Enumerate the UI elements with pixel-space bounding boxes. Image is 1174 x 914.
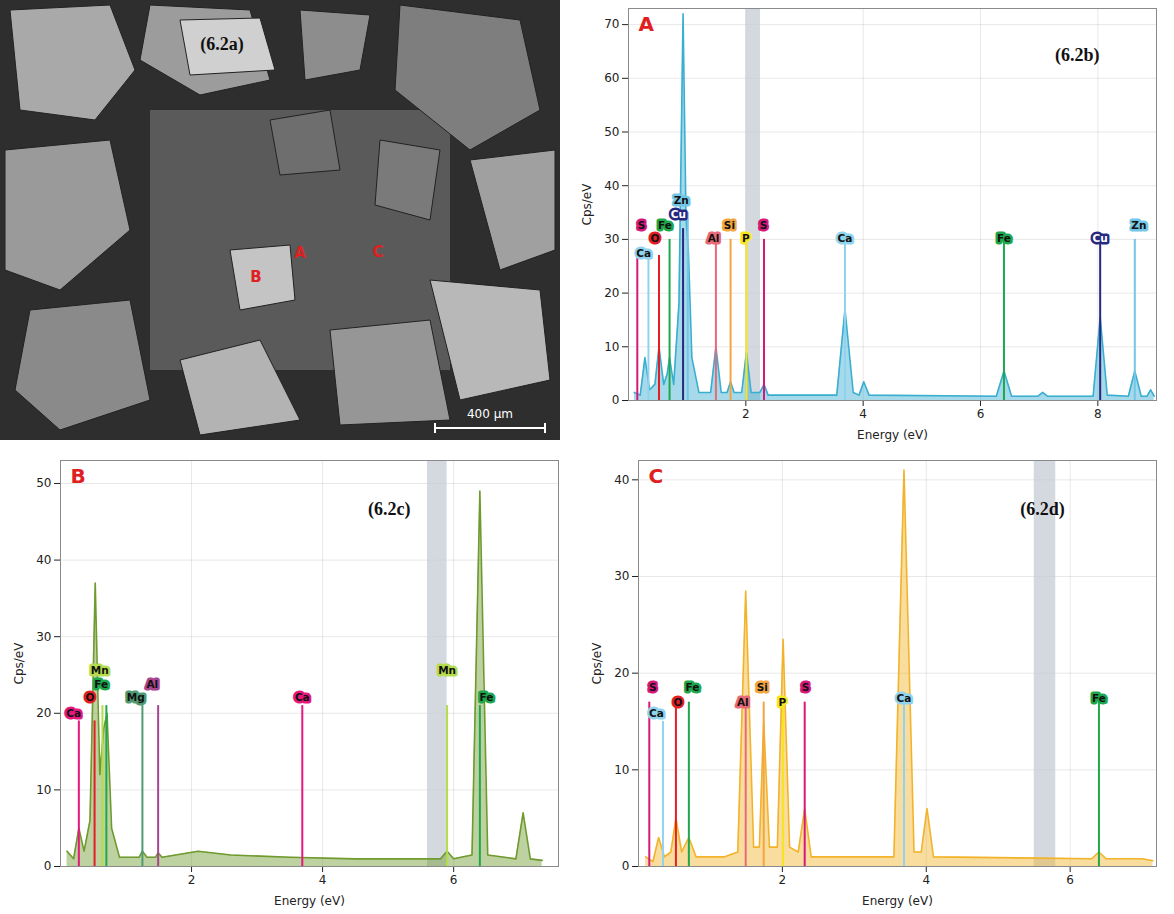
svg-text:Fe: Fe <box>658 219 672 231</box>
svg-text:Mn: Mn <box>438 664 456 676</box>
svg-text:O: O <box>650 232 659 244</box>
svg-text:(6.2c): (6.2c) <box>368 499 410 520</box>
svg-text:8: 8 <box>1094 407 1102 421</box>
svg-text:Energy (eV): Energy (eV) <box>862 894 933 908</box>
svg-text:10: 10 <box>36 783 51 797</box>
svg-text:400 µm: 400 µm <box>467 407 513 421</box>
svg-text:Energy (eV): Energy (eV) <box>274 894 345 908</box>
svg-text:Ca: Ca <box>295 691 310 703</box>
svg-text:Mg: Mg <box>127 691 145 703</box>
svg-text:30: 30 <box>604 232 619 246</box>
svg-text:70: 70 <box>604 17 619 31</box>
svg-text:Ca: Ca <box>838 232 853 244</box>
svg-text:(6.2a): (6.2a) <box>200 34 244 55</box>
svg-text:Si: Si <box>724 219 735 231</box>
svg-text:Cu: Cu <box>671 208 686 220</box>
svg-text:Ca: Ca <box>649 707 664 719</box>
svg-text:6: 6 <box>1066 873 1074 887</box>
svg-text:Cu: Cu <box>1093 232 1108 244</box>
svg-text:Fe: Fe <box>94 678 108 690</box>
svg-text:S: S <box>760 219 768 231</box>
svg-text:(6.2b): (6.2b) <box>1055 45 1100 66</box>
svg-text:60: 60 <box>604 71 619 85</box>
svg-text:Cps/eV: Cps/eV <box>12 642 26 685</box>
svg-text:Al: Al <box>737 696 749 708</box>
svg-text:20: 20 <box>36 706 51 720</box>
svg-text:4: 4 <box>319 873 327 887</box>
svg-text:10: 10 <box>604 340 619 354</box>
svg-text:2: 2 <box>188 873 196 887</box>
svg-text:40: 40 <box>614 473 629 487</box>
svg-text:Zn: Zn <box>1131 219 1146 231</box>
svg-text:Zn: Zn <box>674 194 689 206</box>
svg-text:0: 0 <box>44 859 52 873</box>
svg-text:C: C <box>649 464 664 488</box>
svg-text:A: A <box>639 12 655 36</box>
svg-text:0: 0 <box>612 393 620 407</box>
svg-text:Energy (eV): Energy (eV) <box>857 428 928 442</box>
svg-text:Mn: Mn <box>91 664 109 676</box>
svg-text:Si: Si <box>757 681 768 693</box>
svg-text:20: 20 <box>614 666 629 680</box>
svg-text:S: S <box>649 681 657 693</box>
svg-text:O: O <box>674 696 683 708</box>
svg-text:2: 2 <box>779 873 787 887</box>
svg-text:C: C <box>372 243 383 261</box>
svg-text:S: S <box>638 219 646 231</box>
svg-text:0: 0 <box>622 859 630 873</box>
svg-text:50: 50 <box>604 125 619 139</box>
svg-text:40: 40 <box>36 553 51 567</box>
svg-text:Fe: Fe <box>1092 692 1106 704</box>
svg-text:Fe: Fe <box>997 232 1011 244</box>
svg-text:4: 4 <box>859 407 867 421</box>
svg-text:B: B <box>71 464 86 488</box>
svg-text:O: O <box>86 691 95 703</box>
svg-text:20: 20 <box>604 286 619 300</box>
svg-text:Fe: Fe <box>686 681 700 693</box>
svg-text:A: A <box>294 244 306 262</box>
svg-text:40: 40 <box>604 179 619 193</box>
svg-text:10: 10 <box>614 763 629 777</box>
svg-text:30: 30 <box>614 569 629 583</box>
svg-text:Fe: Fe <box>479 691 493 703</box>
svg-text:(6.2d): (6.2d) <box>1020 499 1065 520</box>
svg-text:P: P <box>742 232 750 244</box>
svg-text:30: 30 <box>36 630 51 644</box>
svg-text:Cps/eV: Cps/eV <box>590 642 604 685</box>
svg-text:S: S <box>802 681 810 693</box>
svg-text:50: 50 <box>36 476 51 490</box>
svg-text:6: 6 <box>450 873 458 887</box>
svg-text:2: 2 <box>742 407 750 421</box>
svg-text:6: 6 <box>977 407 985 421</box>
svg-text:Ca: Ca <box>636 247 651 259</box>
svg-text:Ca: Ca <box>897 692 912 704</box>
svg-text:Al: Al <box>708 232 720 244</box>
svg-text:Cps/eV: Cps/eV <box>580 183 594 226</box>
svg-text:Al: Al <box>146 678 158 690</box>
svg-text:B: B <box>250 268 261 286</box>
svg-text:Ca: Ca <box>66 707 81 719</box>
svg-text:4: 4 <box>922 873 930 887</box>
svg-text:P: P <box>779 696 787 708</box>
